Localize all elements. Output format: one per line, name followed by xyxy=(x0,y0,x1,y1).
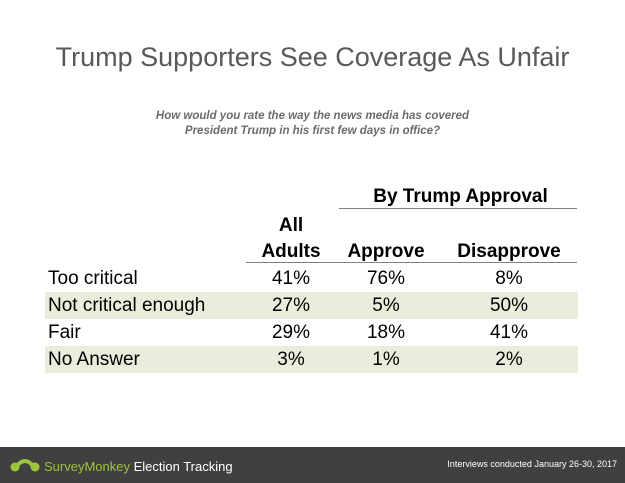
footer-bar: SurveyMonkey Election Tracking Interview… xyxy=(0,447,625,483)
cell-disapprove: 50% xyxy=(489,295,529,316)
table-row: No Answer 3% 1% 2% xyxy=(45,346,578,373)
row-label: Too critical xyxy=(48,268,138,289)
brand-name-primary: SurveyMonkey xyxy=(44,459,130,474)
cell-disapprove: 2% xyxy=(495,349,523,370)
table-row: Not critical enough 27% 5% 50% xyxy=(45,292,578,319)
column-header-all-line-2: Adults xyxy=(261,241,321,262)
cell-approve: 5% xyxy=(372,295,400,316)
column-header-disapprove: Disapprove xyxy=(457,241,561,262)
surveymonkey-logo-icon xyxy=(10,457,40,478)
table-row: Fair 29% 18% 41% xyxy=(45,319,578,346)
cell-all-adults: 41% xyxy=(271,268,311,289)
column-header-approve: Approve xyxy=(347,241,425,262)
interview-dates-note: Interviews conducted January 26-30, 2017 xyxy=(447,459,617,469)
column-header-all-line-1: All xyxy=(278,215,304,236)
cell-disapprove: 8% xyxy=(495,268,523,289)
cell-approve: 1% xyxy=(372,349,400,370)
table-row: Too critical 41% 76% 8% xyxy=(45,265,578,292)
trump-approval-group-header: By Trump Approval xyxy=(373,186,548,207)
cell-approve: 18% xyxy=(366,322,406,343)
cell-all-adults: 3% xyxy=(277,349,305,370)
cell-disapprove: 41% xyxy=(489,322,529,343)
group-header-divider xyxy=(339,208,577,209)
page-title: Trump Supporters See Coverage As Unfair xyxy=(55,42,570,72)
column-header-divider xyxy=(246,262,577,263)
row-label: Fair xyxy=(48,322,81,343)
row-label: No Answer xyxy=(48,349,140,370)
brand-name-secondary: Election Tracking xyxy=(129,459,233,474)
column-header-all-adults: All Adults xyxy=(246,213,336,265)
row-label: Not critical enough xyxy=(48,295,206,316)
survey-question-line-2: President Trump in his first few days in… xyxy=(184,125,441,137)
survey-question: How would you rate the way the news medi… xyxy=(0,109,625,139)
cell-approve: 76% xyxy=(366,268,406,289)
survey-question-line-1: How would you rate the way the news medi… xyxy=(155,110,470,122)
cell-all-adults: 29% xyxy=(271,322,311,343)
cell-all-adults: 27% xyxy=(271,295,311,316)
brand-name: SurveyMonkey Election Tracking xyxy=(44,459,233,474)
